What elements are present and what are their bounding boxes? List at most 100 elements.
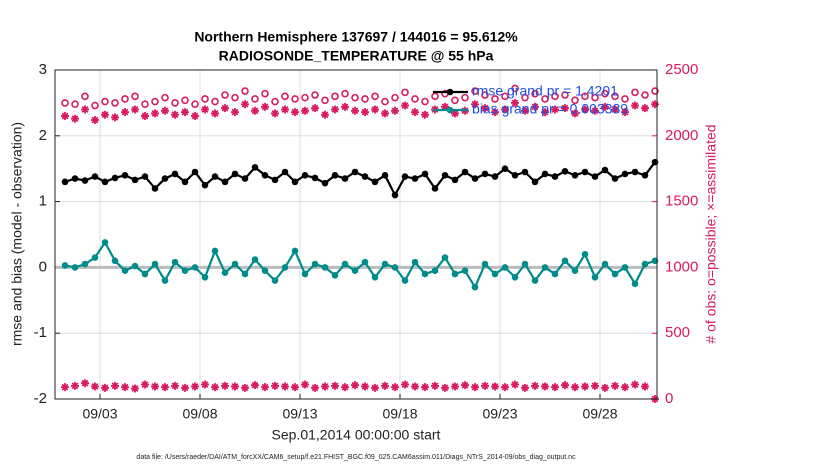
point: [91, 116, 99, 125]
point: [471, 100, 479, 109]
point: [121, 171, 129, 179]
point: [161, 175, 169, 182]
point: [541, 382, 549, 391]
point: [291, 108, 299, 117]
point: [431, 92, 439, 101]
point: [501, 105, 509, 114]
point: [261, 102, 269, 111]
point: [641, 171, 649, 179]
point: [511, 273, 519, 281]
x-axis-label: Sep.01,2014 00:00:00 start: [272, 427, 441, 443]
point: [261, 171, 269, 179]
point: [341, 89, 349, 98]
point: [621, 108, 629, 117]
point: [111, 257, 119, 265]
point: [141, 100, 149, 109]
point: [321, 382, 329, 391]
point: [571, 383, 579, 392]
point: [591, 273, 599, 281]
point: [541, 108, 549, 117]
point: [111, 113, 119, 122]
point: [101, 110, 109, 119]
point: [301, 93, 309, 102]
point: [501, 264, 509, 271]
point: [71, 114, 79, 123]
point: [81, 260, 89, 268]
legend-label: bias grand pr = 0.003389: [472, 101, 628, 117]
point: [581, 382, 589, 391]
point: [421, 97, 429, 106]
point: [481, 170, 489, 178]
y-axis-label: rmse and bias (model - observation): [9, 122, 25, 346]
point: [461, 168, 469, 176]
point: [511, 98, 519, 107]
point: [221, 104, 229, 113]
point: [591, 106, 599, 115]
point: [551, 92, 559, 101]
point: [111, 99, 119, 107]
point: [451, 109, 459, 118]
point: [371, 178, 379, 186]
point: [71, 100, 79, 109]
point: [481, 91, 489, 99]
point: [611, 105, 619, 114]
point: [161, 93, 169, 102]
point: [161, 106, 169, 115]
point: [101, 97, 109, 106]
point: [211, 97, 219, 106]
point: [221, 381, 229, 390]
point: [511, 171, 519, 179]
point: [61, 262, 69, 269]
point: [451, 382, 459, 391]
point: [491, 382, 499, 391]
footnote: data file: /Users/raeder/DAI/ATM_forcXX/…: [136, 454, 576, 461]
point: [291, 95, 299, 103]
point: [151, 185, 159, 192]
point: [61, 178, 69, 186]
point: [621, 383, 629, 392]
point: [521, 260, 529, 268]
point: [611, 270, 619, 278]
point: [591, 381, 599, 390]
point: [531, 381, 539, 390]
point: [611, 381, 619, 390]
point: [221, 178, 229, 186]
point: [291, 383, 299, 392]
point: [461, 381, 469, 390]
point: [521, 93, 529, 102]
point: [601, 102, 609, 111]
x-tick-label: 09/28: [582, 406, 617, 422]
point: [251, 106, 259, 115]
point: [631, 101, 639, 110]
point: [211, 173, 219, 180]
point: [561, 104, 569, 113]
point: [301, 106, 309, 115]
point: [471, 175, 479, 182]
point: [201, 181, 209, 189]
point: [291, 247, 299, 255]
point: [171, 99, 179, 107]
point: [521, 383, 529, 392]
point: [261, 267, 269, 274]
chart-subtitle: RADIOSONDE_TEMPERATURE @ 55 hPa: [219, 48, 494, 64]
point: [611, 175, 619, 182]
point: [561, 381, 569, 390]
point: [601, 260, 609, 268]
point: [531, 178, 539, 186]
point: [321, 110, 329, 119]
point: [191, 382, 199, 391]
point: [141, 380, 149, 389]
point: [561, 91, 569, 99]
point: [171, 110, 179, 119]
point: [631, 168, 639, 176]
point: [241, 87, 249, 95]
y-tick-label: 0: [39, 258, 47, 275]
y2-tick-label: 2000: [665, 127, 698, 144]
point: [351, 267, 359, 274]
point: [131, 92, 139, 101]
point: [341, 383, 349, 392]
point: [601, 89, 609, 98]
point: [221, 269, 229, 276]
point: [111, 381, 119, 390]
